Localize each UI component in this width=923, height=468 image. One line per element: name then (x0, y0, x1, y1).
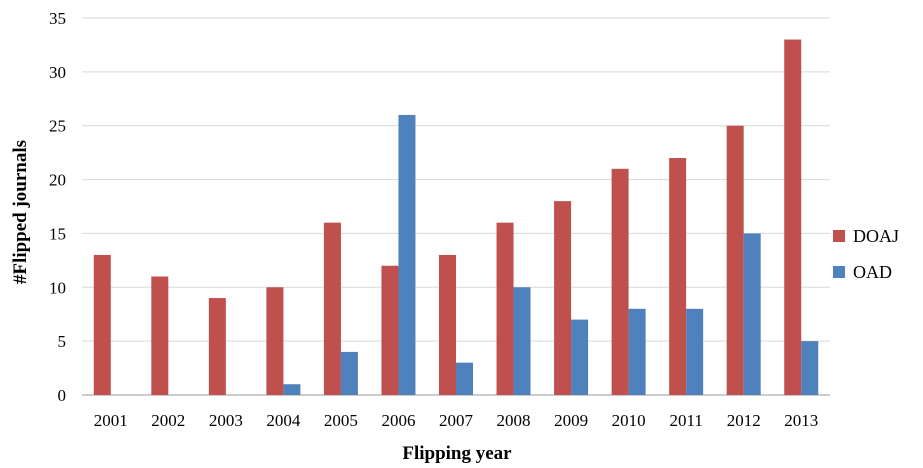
y-tick-labels: 0 5 10 15 20 25 30 35 (49, 9, 66, 405)
x-tick-label: 2001 (94, 411, 128, 430)
bar-oad-2009 (571, 319, 589, 395)
bar-doaj-2010 (611, 168, 629, 395)
bar-doaj-2013 (784, 39, 802, 396)
bar-doaj-2006 (381, 265, 399, 395)
bar-doaj-2002 (151, 276, 169, 395)
y-tick-label: 35 (49, 9, 66, 28)
x-tick-labels: 2001 2002 2003 2004 2005 2006 2007 2008 2009 2010… (94, 411, 818, 430)
x-tick-label: 2009 (554, 411, 588, 430)
x-tick-label: 2006 (381, 411, 415, 430)
bar-doaj-2004 (266, 287, 284, 395)
bar-doaj-2012 (726, 125, 744, 395)
y-tick-label: 25 (49, 117, 66, 136)
bars (93, 39, 819, 396)
bar-oad-2006 (398, 114, 416, 395)
legend-label-doaj: DOAJ (853, 225, 900, 246)
bar-doaj-2007 (439, 254, 456, 395)
bar-oad-2012 (743, 233, 761, 395)
bar-doaj-2001 (93, 254, 111, 395)
x-tick-label: 2003 (209, 411, 243, 430)
x-tick-label: 2012 (727, 411, 761, 430)
legend-item-doaj: DOAJ (833, 218, 899, 254)
x-axis-title: Flipping year (402, 443, 512, 464)
x-tick-label: 2013 (784, 411, 818, 430)
bar-oad-2007 (456, 362, 473, 395)
y-axis-title: #Flipped journals (10, 140, 31, 284)
y-tick-label: 30 (49, 63, 66, 82)
bar-doaj-2008 (496, 222, 514, 395)
y-tick-label: 0 (58, 386, 67, 405)
legend: DOAJ OAD (833, 218, 899, 290)
x-tick-label: 2007 (439, 411, 474, 430)
bar-oad-2011 (686, 308, 704, 395)
y-tick-label: 5 (58, 332, 67, 351)
legend-item-oad: OAD (833, 254, 899, 290)
bar-oad-2010 (628, 308, 646, 395)
bar-oad-2008 (513, 287, 531, 395)
x-tick-label: 2011 (669, 411, 702, 430)
bar-doaj-2005 (323, 222, 341, 395)
bar-doaj-2003 (208, 298, 226, 395)
x-tick-label: 2008 (497, 411, 531, 430)
y-tick-label: 10 (49, 278, 66, 297)
legend-label-oad: OAD (853, 261, 892, 282)
x-tick-label: 2004 (266, 411, 301, 430)
y-tick-label: 20 (49, 171, 66, 190)
bar-oad-2004 (283, 384, 301, 395)
x-tick-label: 2010 (612, 411, 646, 430)
x-tick-label: 2005 (324, 411, 358, 430)
y-tick-label: 15 (49, 224, 66, 243)
x-tick-label: 2002 (151, 411, 185, 430)
legend-swatch-oad (833, 266, 845, 278)
bar-oad-2005 (340, 351, 358, 395)
bar-doaj-2009 (554, 201, 572, 395)
bar-doaj-2011 (669, 158, 687, 395)
bar-oad-2013 (801, 341, 819, 395)
legend-swatch-doaj (833, 230, 845, 242)
